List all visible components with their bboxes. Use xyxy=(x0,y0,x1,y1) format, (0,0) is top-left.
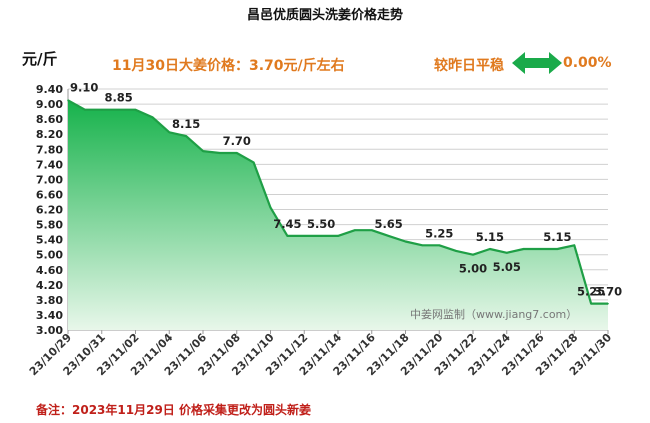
price-note: 11月30日大姜价格：3.70元/斤左右 xyxy=(112,58,345,74)
y-tick-label: 7.80 xyxy=(36,143,63,156)
data-labels: 9.10 8.85 8.15 7.70 7.45 5.50 5.65 5.25 5.00 5.15… xyxy=(70,80,622,298)
price-point xyxy=(505,252,508,254)
data-label: 5.25 xyxy=(577,285,605,299)
data-label: 8.15 xyxy=(172,117,200,131)
price-point xyxy=(421,244,424,247)
change-label: 较昨日平稳 xyxy=(434,58,504,74)
price-point xyxy=(472,253,474,256)
y-tick-label: 5.00 xyxy=(36,249,63,262)
price-point xyxy=(607,302,609,305)
watermark: 中姜网监制（www.jiang7.com） xyxy=(410,307,577,321)
price-point xyxy=(404,240,407,243)
price-point xyxy=(337,235,339,237)
y-tick-label: 8.20 xyxy=(36,128,63,141)
data-label: 8.85 xyxy=(104,91,132,105)
y-tick-label: 6.20 xyxy=(36,204,63,217)
y-tick-label: 3.80 xyxy=(36,294,63,307)
y-tick-label: 5.80 xyxy=(36,219,63,232)
price-point xyxy=(269,206,272,209)
price-point xyxy=(489,248,491,250)
price-point xyxy=(168,131,171,134)
data-label: 3.70 xyxy=(594,285,622,299)
chart-title: 昌邑优质圆头洗姜价格走势 xyxy=(246,8,403,23)
change-percent: 0.00% xyxy=(563,55,612,71)
data-label: 5.65 xyxy=(374,217,402,231)
y-tick-label: 7.40 xyxy=(36,158,63,171)
data-label: 9.10 xyxy=(70,80,98,94)
y-tick-label: 4.20 xyxy=(36,279,63,292)
price-point xyxy=(252,161,255,164)
price-point xyxy=(235,152,238,154)
price-point xyxy=(522,248,525,250)
price-point xyxy=(387,235,390,237)
y-tick-label: 9.00 xyxy=(36,98,63,111)
footnote: 备注：2023年11月29日 价格采集更改为圆头新姜 xyxy=(36,403,311,417)
y-tick-label: 3.40 xyxy=(36,309,63,322)
data-label: 7.70 xyxy=(223,134,251,148)
y-tick-label: 6.60 xyxy=(36,188,63,201)
price-point xyxy=(286,235,289,237)
price-point xyxy=(219,152,221,154)
y-tick-label: 7.00 xyxy=(36,173,63,186)
price-point xyxy=(100,108,103,111)
double-arrow-icon xyxy=(512,52,562,74)
price-point xyxy=(84,108,86,111)
price-point xyxy=(539,248,542,250)
price-point xyxy=(134,108,137,111)
y-tick-labels: 3.00 3.40 3.80 4.20 4.60 5.00 5.40 5.80 6.20 6.60… xyxy=(36,83,63,337)
price-point xyxy=(556,248,559,250)
area-layer xyxy=(67,99,609,330)
price-point xyxy=(67,99,69,102)
price-point xyxy=(117,108,120,111)
x-tick-labels: 23/10/2923/10/3123/11/0223/11/0423/11/06… xyxy=(27,331,615,379)
y-tick-label: 5.40 xyxy=(36,234,63,247)
data-label: 5.05 xyxy=(493,260,521,274)
price-point xyxy=(151,116,154,119)
price-point xyxy=(185,135,187,137)
price-point xyxy=(354,229,356,232)
data-label: 5.15 xyxy=(476,230,504,244)
price-area xyxy=(68,100,608,330)
data-label: 5.50 xyxy=(307,217,335,231)
price-point xyxy=(573,244,576,247)
price-point xyxy=(438,244,441,247)
price-point xyxy=(590,302,592,305)
price-point xyxy=(202,150,204,152)
y-tick-label: 9.40 xyxy=(36,83,63,96)
y-tick-label: 4.60 xyxy=(36,264,63,277)
data-label: 7.45 xyxy=(273,217,301,231)
data-label: 5.15 xyxy=(543,230,571,244)
y-tick-label: 8.60 xyxy=(36,113,63,126)
y-tick-label: 3.00 xyxy=(36,324,63,337)
price-point xyxy=(320,235,322,237)
price-point xyxy=(303,235,306,237)
price-point xyxy=(455,250,457,252)
price-point xyxy=(370,229,373,232)
data-label: 5.00 xyxy=(459,262,487,276)
data-label: 5.25 xyxy=(425,226,453,240)
y-unit-label: 元/斤 xyxy=(22,50,58,68)
